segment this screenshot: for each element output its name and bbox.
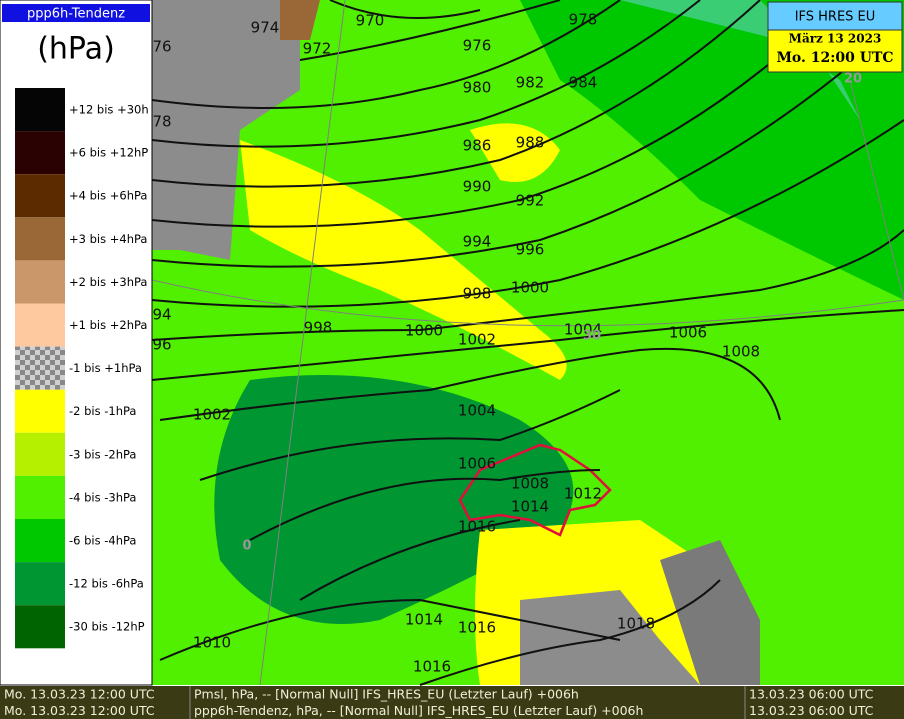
legend-swatch: [15, 303, 65, 347]
isobar-label: 976: [463, 37, 492, 55]
info-box: IFS HRES EU März 13 2023 Mo. 12:00 UTC: [767, 1, 903, 73]
legend-label: -6 bis -4hPa: [69, 534, 136, 548]
legend-panel: ppp6h-Tendenz (hPa) +12 bis +30h +6 bis +…: [0, 0, 153, 686]
isobar-label: 78: [152, 113, 171, 131]
isobar-label: 1006: [669, 324, 707, 342]
isobar-label: 94: [152, 306, 171, 324]
legend-swatch: [15, 562, 65, 606]
isobar-label: 1002: [458, 331, 496, 349]
legend-swatch: [15, 217, 65, 261]
isobar-label: 1018: [617, 615, 655, 633]
isobar-label: 1010: [193, 634, 231, 652]
isobar-label: 990: [463, 178, 492, 196]
isobar-label: 1016: [458, 619, 496, 637]
isobar-label: 988: [516, 134, 545, 152]
field-desc: ppp6h-Tendenz, hPa, -- [Normal Null] IFS…: [194, 703, 643, 718]
footer-bar: [0, 686, 904, 703]
legend-swatch: [15, 346, 65, 390]
legend-swatch: [15, 432, 65, 476]
isobar-label: 1002: [193, 406, 231, 424]
map: 970 974 76 972 976 978 980 982 984 78 986 988 990 992…: [151, 0, 904, 686]
isobar-label: 980: [463, 79, 492, 97]
field-desc: Pmsl, hPa, -- [Normal Null] IFS_HRES_EU …: [194, 687, 579, 702]
legend-swatch: [15, 174, 65, 218]
footer: Mo. 13.03.23 12:00 UTC Pmsl, hPa, -- [Nor…: [0, 686, 904, 719]
valid-time: Mo. 13.03.23 12:00 UTC: [4, 703, 155, 718]
legend-swatch: [15, 131, 65, 175]
isobar-label: 76: [152, 38, 171, 56]
legend-swatch: [15, 605, 65, 649]
isobar-label: 998: [304, 319, 333, 337]
isobar-label: 998: [463, 285, 492, 303]
isobar-label: 972: [303, 40, 332, 58]
isobar-label: 1012: [564, 485, 602, 503]
footer-bar: [0, 702, 904, 719]
legend-swatch: [15, 260, 65, 304]
grid-label: 20: [844, 72, 862, 87]
legend-label: -12 bis -6hPa: [69, 577, 144, 591]
legend-swatch: [15, 519, 65, 563]
legend-label: +12 bis +30h: [69, 103, 149, 117]
isobar-label: 1008: [722, 343, 760, 361]
legend-label: +6 bis +12hP: [69, 146, 148, 160]
legend-label: +3 bis +4hPa: [69, 232, 147, 246]
isobar-label: 1014: [405, 611, 443, 629]
legend-title: ppp6h-Tendenz: [27, 7, 125, 22]
isobar-label: 996: [516, 241, 545, 259]
legend-label: +4 bis +6hPa: [69, 189, 147, 203]
isobar-label: 1004: [458, 402, 496, 420]
legend-swatch: [15, 389, 65, 433]
legend-label: -2 bis -1hPa: [69, 404, 136, 418]
isobar-label: 1006: [458, 455, 496, 473]
isobar-labels: 970 974 76 972 976 978 980 982 984 78 986 988 990 992…: [152, 11, 760, 676]
isobar-label: 992: [516, 192, 545, 210]
model-name: IFS HRES EU: [795, 10, 876, 25]
legend-label: -4 bis -3hPa: [69, 490, 136, 504]
isobar-label: 1000: [511, 279, 549, 297]
legend-label: -1 bis +1hPa: [69, 361, 142, 375]
isobar-label: 1016: [413, 658, 451, 676]
isobar-label: 1016: [458, 518, 496, 536]
isobar-label: 1014: [511, 498, 549, 516]
isobar-label: 970: [356, 12, 385, 30]
isobar-label: 984: [569, 74, 598, 92]
grid-labels: 20 30 0: [242, 72, 862, 554]
isobar-label: 982: [516, 74, 545, 92]
isobar-label: 978: [569, 11, 598, 29]
isobar-label: 974: [251, 19, 280, 37]
legend-swatch: [15, 475, 65, 519]
legend-label: +2 bis +3hPa: [69, 275, 147, 289]
isobar-label: 1000: [405, 322, 443, 340]
grid-label: 30: [583, 329, 601, 344]
date: März 13 2023: [789, 32, 882, 46]
grid-label: 0: [242, 539, 251, 554]
legend-unit: (hPa): [37, 32, 115, 67]
isobar-label: 994: [463, 233, 492, 251]
run-time: 13.03.23 06:00 UTC: [749, 703, 874, 718]
isobar-label: 1004: [564, 321, 602, 339]
isobar-label: 1008: [511, 475, 549, 493]
run-time: 13.03.23 06:00 UTC: [749, 687, 874, 702]
legend-label: +1 bis +2hPa: [69, 318, 147, 332]
legend-label: -30 bis -12hP: [69, 620, 145, 634]
legend-label: -3 bis -2hPa: [69, 447, 136, 461]
time: Mo. 12:00 UTC: [776, 50, 893, 66]
isobar-label: 986: [463, 137, 492, 155]
legend-swatch: [15, 88, 65, 132]
isobar-label: 96: [152, 336, 171, 354]
valid-time: Mo. 13.03.23 12:00 UTC: [4, 687, 155, 702]
